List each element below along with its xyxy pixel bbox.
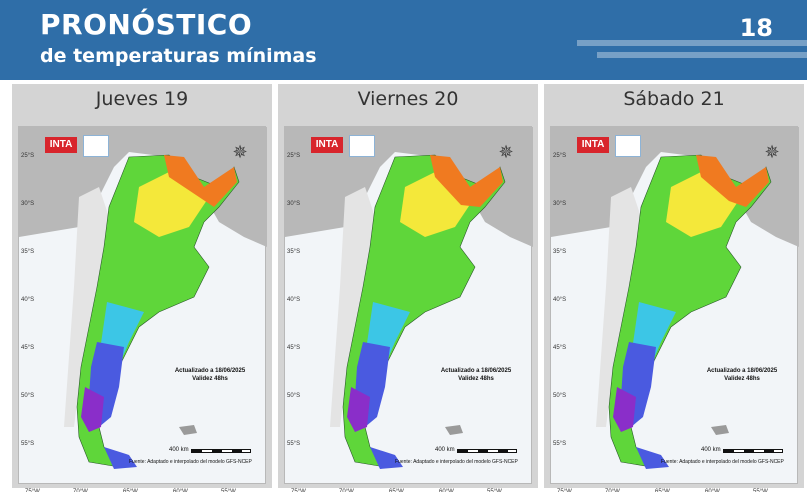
longitude-label: 55°W (753, 489, 768, 492)
longitude-label: 70°W (605, 489, 620, 492)
latitude-label: 35°S (287, 249, 301, 255)
islands (179, 425, 197, 435)
map-svg (551, 127, 799, 469)
forecast-panel: Sábado 21 INTA ✵ Actualizado a 18/06/2025 Va… (544, 84, 804, 492)
longitude-label: 65°W (389, 489, 404, 492)
inta-logo: INTA (311, 137, 343, 153)
latitude-label: 45°S (21, 345, 35, 351)
latitude-label: 45°S (287, 345, 301, 351)
scale-bar (723, 449, 783, 453)
longitude-label: 55°W (487, 489, 502, 492)
latitude-label: 30°S (553, 201, 567, 207)
latitude-label: 35°S (553, 249, 567, 255)
longitude-label: 65°W (123, 489, 138, 492)
compass-rose-icon: ✵ (764, 142, 780, 162)
chile-area (64, 187, 109, 427)
update-note: Actualizado a 18/06/2025 Validez 48hs (155, 367, 265, 383)
latitude-label: 55°S (21, 441, 35, 447)
map-scale: 400 km (169, 447, 261, 457)
cold-zone-purple (613, 387, 636, 432)
longitude-label: 60°W (705, 489, 720, 492)
update-date: Actualizado a 18/06/2025 (174, 368, 246, 374)
map-scale: 400 km (435, 447, 527, 457)
validity-text: Validez 48hs (192, 376, 228, 382)
validity-text: Validez 48hs (458, 376, 494, 382)
temperature-map: INTA ✵ Actualizado a 18/06/2025 Validez 48h… (18, 126, 267, 492)
latitude-label: 30°S (287, 201, 301, 207)
latitude-label: 45°S (553, 345, 567, 351)
source-note: Fuente: Adaptado e interpolado del model… (129, 459, 252, 465)
inta-logo: INTA (577, 137, 609, 153)
panel-day-label: Sábado 21 (623, 88, 725, 110)
latitude-label: 25°S (287, 153, 301, 159)
warm-zone-orange (164, 155, 237, 207)
compass-rose-icon: ✵ (498, 142, 514, 162)
page-number: 18 (739, 14, 773, 42)
chile-area (330, 187, 375, 427)
validity-text: Validez 48hs (724, 376, 760, 382)
latitude-label: 55°S (553, 441, 567, 447)
institute-logo (349, 135, 375, 157)
longitude-label: 75°W (291, 489, 306, 492)
chile-area (596, 187, 641, 427)
scale-bar (191, 449, 251, 453)
cold-zone-purple (347, 387, 370, 432)
update-note: Actualizado a 18/06/2025 Validez 48hs (687, 367, 797, 383)
page-title: PRONÓSTICO (40, 8, 253, 41)
forecast-panel: Jueves 19 INTA ✵ Actualizado a 18/06/2025 Va… (12, 84, 272, 492)
panel-day-label: Jueves 19 (95, 88, 189, 110)
panel-day-label: Viernes 20 (357, 88, 459, 110)
temperature-map: INTA ✵ Actualizado a 18/06/2025 Validez 48h… (284, 126, 533, 492)
latitude-label: 35°S (21, 249, 35, 255)
decorative-stripe (597, 52, 807, 58)
tierra-del-fuego (104, 447, 137, 469)
latitude-label: 25°S (553, 153, 567, 159)
update-note: Actualizado a 18/06/2025 Validez 48hs (421, 367, 531, 383)
warm-zone-orange (430, 155, 503, 207)
latitude-label: 30°S (21, 201, 35, 207)
scale-label: 400 km (169, 447, 189, 453)
longitude-label: 60°W (173, 489, 188, 492)
longitude-label: 55°W (221, 489, 236, 492)
map-svg (285, 127, 533, 469)
cold-zone-purple (81, 387, 104, 432)
islands (445, 425, 463, 435)
institute-logo (615, 135, 641, 157)
inta-logo: INTA (45, 137, 77, 153)
update-date: Actualizado a 18/06/2025 (440, 368, 512, 374)
latitude-label: 40°S (553, 297, 567, 303)
source-note: Fuente: Adaptado e interpolado del model… (661, 459, 784, 465)
page-subtitle: de temperaturas mínimas (40, 45, 317, 67)
islands (711, 425, 729, 435)
latitude-label: 40°S (21, 297, 35, 303)
tierra-del-fuego (370, 447, 403, 469)
scale-label: 400 km (701, 447, 721, 453)
longitude-label: 70°W (73, 489, 88, 492)
temperature-map: INTA ✵ Actualizado a 18/06/2025 Validez 48h… (550, 126, 799, 492)
longitude-label: 65°W (655, 489, 670, 492)
latitude-label: 55°S (287, 441, 301, 447)
header-banner: PRONÓSTICO de temperaturas mínimas 18 (0, 0, 807, 80)
forecast-panel: Viernes 20 INTA ✵ Actualizado a 18/06/2025 V… (278, 84, 538, 492)
map-svg (19, 127, 267, 469)
longitude-label: 75°W (25, 489, 40, 492)
decorative-stripe (577, 40, 807, 46)
longitude-label: 60°W (439, 489, 454, 492)
map-scale: 400 km (701, 447, 793, 457)
warm-zone-orange (696, 155, 769, 207)
latitude-label: 40°S (287, 297, 301, 303)
latitude-label: 25°S (21, 153, 35, 159)
institute-logo (83, 135, 109, 157)
scale-label: 400 km (435, 447, 455, 453)
scale-bar (457, 449, 517, 453)
latitude-label: 50°S (287, 393, 301, 399)
source-note: Fuente: Adaptado e interpolado del model… (395, 459, 518, 465)
compass-rose-icon: ✵ (232, 142, 248, 162)
latitude-label: 50°S (553, 393, 567, 399)
latitude-label: 50°S (21, 393, 35, 399)
longitude-label: 75°W (557, 489, 572, 492)
update-date: Actualizado a 18/06/2025 (706, 368, 778, 374)
tierra-del-fuego (636, 447, 669, 469)
longitude-label: 70°W (339, 489, 354, 492)
